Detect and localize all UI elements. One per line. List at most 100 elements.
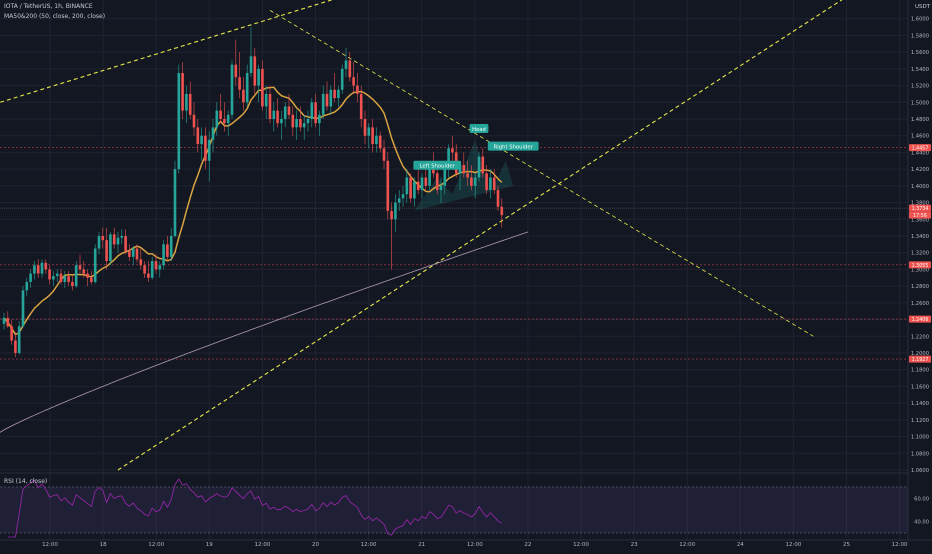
candle-body (371, 127, 374, 145)
candle-body (306, 119, 310, 124)
time-tick-label: 12:00 (361, 542, 377, 548)
candle-body (14, 340, 17, 353)
candle-body (378, 135, 382, 149)
candle-body (367, 127, 371, 136)
candle-body (428, 164, 431, 186)
candle-body (154, 261, 158, 270)
candle-body (36, 265, 40, 274)
price-label-box (909, 204, 931, 212)
time-tick-label: 23 (631, 542, 638, 548)
rising-support-line (117, 0, 843, 471)
candle-body (302, 123, 306, 128)
candle-body (245, 73, 249, 103)
price-label-text: 1.3734 (912, 206, 929, 212)
candle-body (128, 251, 131, 257)
candle-body (158, 265, 162, 270)
candle-body (71, 281, 74, 287)
candle-body (329, 89, 333, 107)
time-tick-label: 12:00 (254, 542, 270, 548)
candle-body (348, 60, 352, 78)
price-label-text: 1.2406 (912, 317, 929, 323)
time-tick-label: 25 (843, 542, 850, 548)
candle-body (489, 177, 492, 191)
candle-body (261, 68, 264, 107)
candle-body (405, 177, 409, 195)
candle-body (268, 93, 272, 119)
candle-body (63, 276, 67, 282)
candle-body (90, 277, 93, 282)
rsi-title[interactable]: RSI (14, close) (4, 478, 48, 485)
candle-body (185, 93, 188, 111)
time-tick-label: 12:00 (148, 542, 164, 548)
time-tick-label: 12:00 (573, 542, 589, 548)
rsi-tick-label: 40.00 (914, 520, 929, 526)
candle-body (344, 60, 348, 69)
annotation-label: Left Shoulder (420, 164, 456, 170)
price-tick-label: 1.1000 (911, 435, 929, 441)
candle-body (242, 89, 245, 103)
price-tick-label: 1.4800 (911, 117, 929, 123)
price-tick-label: 1.4000 (911, 184, 929, 190)
price-tick-label: 1.4600 (911, 134, 929, 140)
candle-body (67, 276, 70, 282)
candle-body (234, 64, 238, 78)
candle-body (44, 262, 48, 270)
price-axis[interactable]: 1.6000 1.5800 1.5600 1.5400 1.5200 1.5000 1.48… (909, 17, 931, 526)
price-tick-label: 1.0800 (911, 451, 929, 457)
price-label-box (909, 211, 931, 219)
candle-body (435, 173, 439, 191)
candle-body (188, 93, 192, 115)
candle-body (25, 281, 29, 291)
candle-body (272, 110, 276, 119)
candle-body (280, 119, 283, 124)
annotations: Left Shoulder Head Right Shoulder (413, 124, 539, 170)
candle-body (93, 248, 97, 282)
candle-body (238, 77, 241, 90)
candle-body (276, 110, 279, 124)
price-tick-label: 1.2600 (911, 301, 929, 307)
price-tick-label: 1.6000 (911, 17, 929, 23)
rsi-pane (0, 478, 908, 538)
price-tick-label: 1.5800 (911, 33, 929, 39)
price-tick-label: 1.4200 (911, 167, 929, 173)
candle-body (340, 68, 344, 90)
ma-indicator-title[interactable]: MA50&200 (50, close, 200, close) (4, 13, 106, 20)
candle-body (318, 114, 321, 124)
upper-channel-line (0, 0, 334, 103)
time-tick-label: 12:00 (679, 542, 695, 548)
price-label-text: 1.4457 (912, 146, 929, 152)
candle-body (86, 273, 89, 278)
candle-body (382, 148, 386, 161)
time-tick-label: 24 (737, 542, 744, 548)
candle-body (466, 173, 469, 178)
candle-body (253, 56, 257, 86)
candle-body (470, 177, 473, 186)
candle-body (204, 135, 207, 161)
candle-body (181, 73, 184, 111)
candle-body (413, 181, 416, 199)
candle-body (29, 273, 32, 282)
candle-body (295, 119, 298, 128)
time-tick-label: 20 (312, 542, 319, 548)
candle-body (310, 102, 314, 119)
price-tick-label: 1.3200 (911, 251, 929, 257)
candle-body (196, 127, 200, 145)
candle-body (314, 102, 317, 124)
price-label-text: 17:56 (913, 213, 927, 219)
candle-body (166, 244, 169, 257)
annotation-box (487, 141, 539, 151)
time-axis[interactable]: 12:00 18 12:00 19 12:00 20 12:00 21 12:00 22 12:00… (42, 542, 908, 548)
candle-body (394, 202, 397, 220)
symbol-title: IOTA / TetherUS, 1h, BINANCE (4, 3, 93, 10)
candle-body (447, 148, 450, 170)
candle-body (325, 93, 329, 107)
price-tick-label: 1.5600 (911, 50, 929, 56)
candle-body (143, 265, 146, 274)
candle-body (287, 106, 291, 115)
candle-body (2, 317, 6, 324)
candle-body (52, 276, 55, 280)
annotation-box (469, 124, 489, 134)
candle-body (17, 326, 21, 353)
